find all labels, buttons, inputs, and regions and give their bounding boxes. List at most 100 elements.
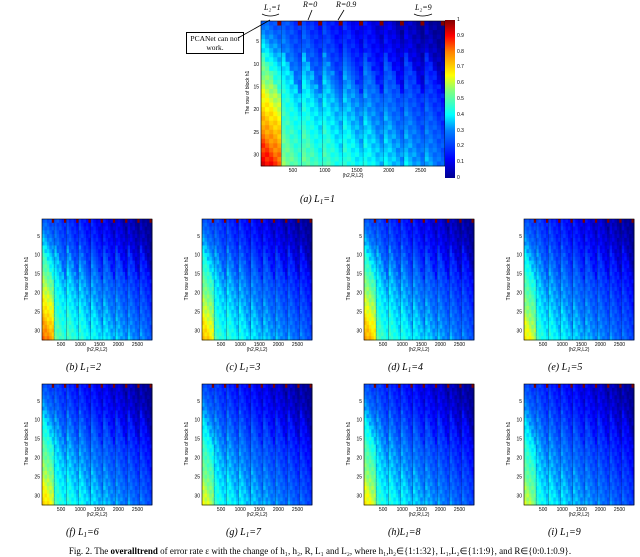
xtick-label: 2500 bbox=[132, 507, 143, 513]
ytick-label: 20 bbox=[34, 456, 40, 462]
pcanet-callout: PCANet can not work. bbox=[186, 32, 244, 54]
ytick-label: 30 bbox=[194, 493, 200, 499]
ytick-label: 25 bbox=[356, 309, 362, 315]
caption-i: (i) L1=9 bbox=[548, 527, 581, 539]
x-axis-label: (h2,R,L2) bbox=[247, 512, 268, 518]
ytick-label: 25 bbox=[34, 474, 40, 480]
xtick-label: 500 bbox=[289, 168, 298, 174]
ytick-label: 10 bbox=[253, 62, 259, 68]
ytick-label: 25 bbox=[516, 309, 522, 315]
xtick-label: 2500 bbox=[454, 507, 465, 513]
ytick-label: 25 bbox=[194, 474, 200, 480]
y-axis-label: The row of block h1 bbox=[245, 70, 251, 114]
ytick-label: 15 bbox=[194, 437, 200, 443]
ytick-label: 25 bbox=[253, 130, 259, 136]
colorbar-tick-label: 0 bbox=[457, 175, 460, 181]
colorbar-tick-label: 0.8 bbox=[457, 49, 464, 55]
xtick-label: 500 bbox=[217, 342, 226, 348]
xtick-label: 1000 bbox=[235, 507, 246, 513]
y-axis-label: The row of block h1 bbox=[506, 421, 512, 465]
ytick-label: 5 bbox=[359, 234, 362, 240]
colorbar-tick-label: 0.4 bbox=[457, 112, 464, 118]
xtick-label: 2500 bbox=[454, 342, 465, 348]
ytick-label: 10 bbox=[194, 253, 200, 259]
caption-g: (g) L1=7 bbox=[226, 527, 261, 539]
x-axis-label: (h2,R,L2) bbox=[87, 512, 108, 518]
ytick-label: 5 bbox=[519, 399, 522, 405]
xtick-label: 2500 bbox=[132, 342, 143, 348]
caption-f: (f) L1=6 bbox=[66, 527, 99, 539]
x-axis-label: (h2,R,L2) bbox=[409, 347, 430, 353]
ytick-label: 15 bbox=[34, 437, 40, 443]
ytick-label: 20 bbox=[516, 291, 522, 297]
x-axis-label: (h2,R,L2) bbox=[569, 512, 590, 518]
y-axis-label: The row of block h1 bbox=[184, 421, 190, 465]
ytick-label: 15 bbox=[356, 437, 362, 443]
xtick-label: 500 bbox=[539, 507, 548, 513]
y-axis-label: The row of block h1 bbox=[346, 421, 352, 465]
caption-e: (e) L1=5 bbox=[548, 362, 582, 374]
xtick-label: 2000 bbox=[273, 342, 284, 348]
xtick-label: 500 bbox=[57, 507, 66, 513]
xtick-label: 2000 bbox=[435, 507, 446, 513]
y-axis-label: The row of block h1 bbox=[24, 256, 30, 300]
ytick-label: 5 bbox=[197, 399, 200, 405]
ytick-label: 30 bbox=[516, 493, 522, 499]
colorbar-tick-label: 0.6 bbox=[457, 80, 464, 86]
ytick-label: 15 bbox=[194, 272, 200, 278]
caption-d: (d) L1=4 bbox=[388, 362, 423, 374]
xtick-label: 1000 bbox=[75, 507, 86, 513]
annotation-l2-first: L₂=1 bbox=[264, 3, 281, 12]
ytick-label: 25 bbox=[34, 309, 40, 315]
colorbar-tick-label: 0.3 bbox=[457, 128, 464, 134]
ytick-label: 5 bbox=[256, 39, 259, 45]
colorbar-tick-label: 0.1 bbox=[457, 159, 464, 165]
colorbar-tick-label: 0.2 bbox=[457, 143, 464, 149]
annotation-r09: R=0.9 bbox=[336, 0, 356, 9]
colorbar-tick-label: 0.9 bbox=[457, 33, 464, 39]
xtick-label: 1000 bbox=[319, 168, 330, 174]
x-axis-label: (h2,R,L2) bbox=[343, 173, 364, 179]
ytick-label: 10 bbox=[34, 418, 40, 424]
caption-c: (c) L1=3 bbox=[226, 362, 260, 374]
annotation-r0: R=0 bbox=[303, 0, 317, 9]
x-axis-label: (h2,R,L2) bbox=[87, 347, 108, 353]
ytick-label: 5 bbox=[519, 234, 522, 240]
ytick-label: 20 bbox=[194, 291, 200, 297]
xtick-label: 1000 bbox=[397, 342, 408, 348]
ytick-label: 20 bbox=[356, 456, 362, 462]
xtick-label: 2000 bbox=[113, 507, 124, 513]
xtick-label: 2000 bbox=[383, 168, 394, 174]
ytick-label: 15 bbox=[253, 85, 259, 91]
colorbar-tick-label: 0.5 bbox=[457, 96, 464, 102]
caption-a: (a) L1=1 bbox=[300, 194, 335, 206]
ytick-label: 30 bbox=[356, 328, 362, 334]
ytick-label: 5 bbox=[197, 234, 200, 240]
ytick-label: 30 bbox=[34, 328, 40, 334]
ytick-label: 15 bbox=[34, 272, 40, 278]
ytick-label: 15 bbox=[516, 272, 522, 278]
ytick-label: 10 bbox=[194, 418, 200, 424]
ytick-label: 5 bbox=[37, 234, 40, 240]
ytick-label: 20 bbox=[34, 291, 40, 297]
ytick-label: 25 bbox=[194, 309, 200, 315]
caption-b: (b) L1=2 bbox=[66, 362, 101, 374]
ytick-label: 30 bbox=[516, 328, 522, 334]
y-axis-label: The row of block h1 bbox=[184, 256, 190, 300]
ytick-label: 10 bbox=[356, 418, 362, 424]
ytick-label: 20 bbox=[194, 456, 200, 462]
x-axis-label: (h2,R,L2) bbox=[247, 347, 268, 353]
ytick-label: 30 bbox=[34, 493, 40, 499]
